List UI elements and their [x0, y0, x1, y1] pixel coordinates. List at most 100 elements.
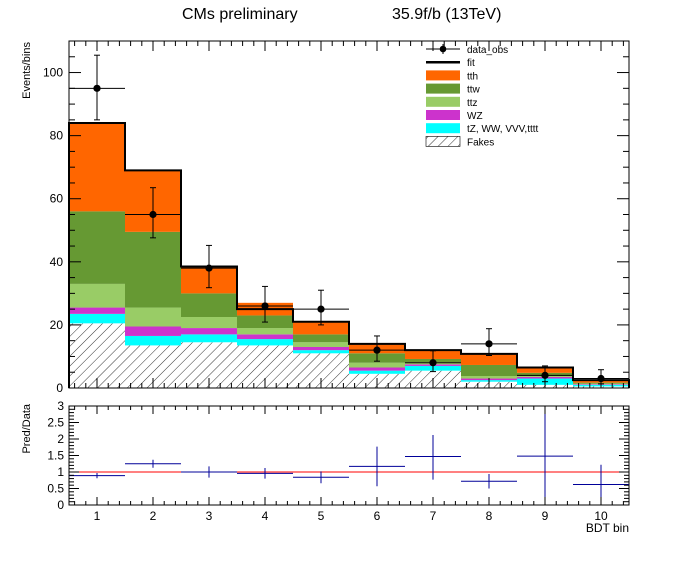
legend-entry-data-obs: data_obs: [426, 44, 508, 56]
bar-wz-bin-2: [125, 326, 181, 336]
ratio-x-axis: 1 2 3 4 5 6 7 8 9 10: [74, 406, 624, 523]
ratio-y-tick-label: 0: [57, 498, 64, 512]
ratio-y-tick-label: 0.5: [47, 482, 64, 496]
data-marker: [93, 84, 101, 92]
ratio-x-tick-label: 3: [206, 509, 213, 523]
legend-label: ttz: [467, 98, 478, 109]
data-point-bin-5: [293, 289, 349, 326]
data-marker: [541, 371, 549, 379]
ratio-y-axis: 0 0.5 1 1.5 2 2.5 3: [47, 399, 629, 512]
main-y-label: Events/bins: [21, 42, 33, 99]
bar-ttw-bin-2: [125, 231, 181, 308]
ratio-y-tick-label: 3: [57, 399, 64, 413]
figure-lumi: 35.9f/b (13TeV): [392, 6, 501, 23]
ratio-y-tick-label: 2: [57, 432, 64, 446]
data-marker: [429, 359, 437, 367]
ratio-x-tick-label: 2: [150, 509, 157, 523]
legend-swatch: [426, 123, 460, 134]
bar-ttw-bin-8: [461, 364, 517, 377]
legend-label: Fakes: [467, 137, 494, 148]
bar-ttz-bin-8: [461, 376, 517, 379]
data-marker: [149, 210, 157, 219]
bar-ttw-bin-3: [181, 293, 237, 318]
bar-ttw-bin-5: [293, 334, 349, 343]
bar-tth-bin-1: [69, 123, 125, 212]
legend-swatch: [426, 83, 460, 94]
legend-entry-fakes: Fakes: [425, 136, 494, 148]
data-marker: [317, 305, 325, 313]
ratio-point-bin-7: [405, 435, 461, 480]
data-point-bin-1: [69, 54, 125, 121]
legend-entry-ttw: ttw: [426, 83, 481, 96]
ratio-x-label: BDT bin: [586, 521, 629, 535]
legend-entry-fit: fit: [426, 58, 475, 69]
ratio-x-tick-label: 9: [542, 509, 549, 523]
ratio-x-tick-label: 7: [430, 509, 437, 523]
y-tick-label: 40: [50, 255, 64, 269]
legend-swatch: [426, 70, 460, 81]
legend-entry-tth: tth: [426, 70, 478, 82]
legend-label: data_obs: [467, 45, 508, 56]
ratio-point-bin-2: [125, 459, 181, 468]
bar-tz-ww-vvv-tttt-bin-2: [125, 335, 181, 346]
legend-label: fit: [467, 58, 475, 69]
ratio-panel: 0 0.5 1 1.5 2 2.5 3 1 2 3 4 5 6 7 8 9 10 Pred/Data BDT …: [21, 399, 630, 535]
bar-ttz-bin-4: [237, 328, 293, 335]
bar-tz-ww-vvv-tttt-bin-4: [237, 339, 293, 346]
stacked-bars: [69, 123, 629, 388]
ratio-x-tick-label: 6: [374, 509, 381, 523]
data-point-bin-4: [237, 285, 293, 323]
data-point-bin-8: [461, 328, 517, 357]
data-point-bin-6: [349, 335, 405, 362]
bar-ttz-bin-2: [125, 307, 181, 327]
y-tick-label: 80: [50, 129, 64, 143]
bar-tth-bin-8: [461, 353, 517, 365]
data-marker: [373, 346, 381, 354]
bar-tz-ww-vvv-tttt-bin-5: [293, 350, 349, 354]
ratio-y-label: Pred/Data: [21, 403, 33, 453]
ratio-point-bin-8: [461, 473, 517, 489]
legend-label: WZ: [467, 111, 483, 122]
data-marker: [205, 264, 213, 272]
ratio-point-bin-1: [69, 472, 125, 479]
bar-ttz-bin-1: [69, 283, 125, 308]
bar-ttz-bin-5: [293, 342, 349, 347]
data-point-bin-2: [125, 187, 181, 239]
bar-ttz-bin-3: [181, 317, 237, 329]
legend-entry-wz: WZ: [426, 110, 483, 122]
bar-fakes-bin-1: [69, 323, 125, 388]
ratio-point-bin-9: [517, 406, 573, 505]
ratio-x-tick-label: 10: [594, 509, 608, 523]
legend-label: ttw: [467, 85, 481, 96]
bar-wz-bin-3: [181, 328, 237, 335]
ratio-x-tick-label: 4: [262, 509, 269, 523]
bar-wz-bin-6: [349, 367, 405, 371]
ratio-x-tick-label: 8: [486, 509, 493, 523]
bar-tth-bin-5: [293, 321, 349, 335]
ratio-point-bin-10: [573, 464, 629, 498]
main-x-axis: [74, 41, 624, 388]
bar-ttz-bin-6: [349, 362, 405, 368]
data-marker: [485, 340, 493, 348]
figure-title: CMs preliminary: [182, 6, 298, 23]
legend-entry-tz-ww-vvv-tttt: tZ, WW, VVV,tttt: [426, 123, 539, 135]
legend-swatch: [426, 96, 460, 107]
bar-tz-ww-vvv-tttt-bin-1: [69, 313, 125, 324]
bar-ttw-bin-1: [69, 211, 125, 284]
ratio-x-tick-label: 1: [94, 509, 101, 523]
ratio-y-tick-label: 1: [57, 465, 64, 479]
ratio-point-bin-4: [237, 468, 293, 479]
legend-label: tth: [467, 71, 478, 82]
ratio-y-tick-label: 2.5: [47, 416, 64, 430]
ratio-point-bin-3: [181, 466, 237, 478]
legend-entry-ttz: ttz: [426, 96, 478, 109]
data-point-bin-7: [405, 350, 461, 373]
y-tick-label: 20: [50, 318, 64, 332]
ratio-point-bin-5: [293, 471, 349, 484]
legend-swatch: [425, 136, 461, 147]
y-tick-label: 0: [56, 381, 63, 395]
legend-label: tZ, WW, VVV,tttt: [467, 124, 539, 135]
